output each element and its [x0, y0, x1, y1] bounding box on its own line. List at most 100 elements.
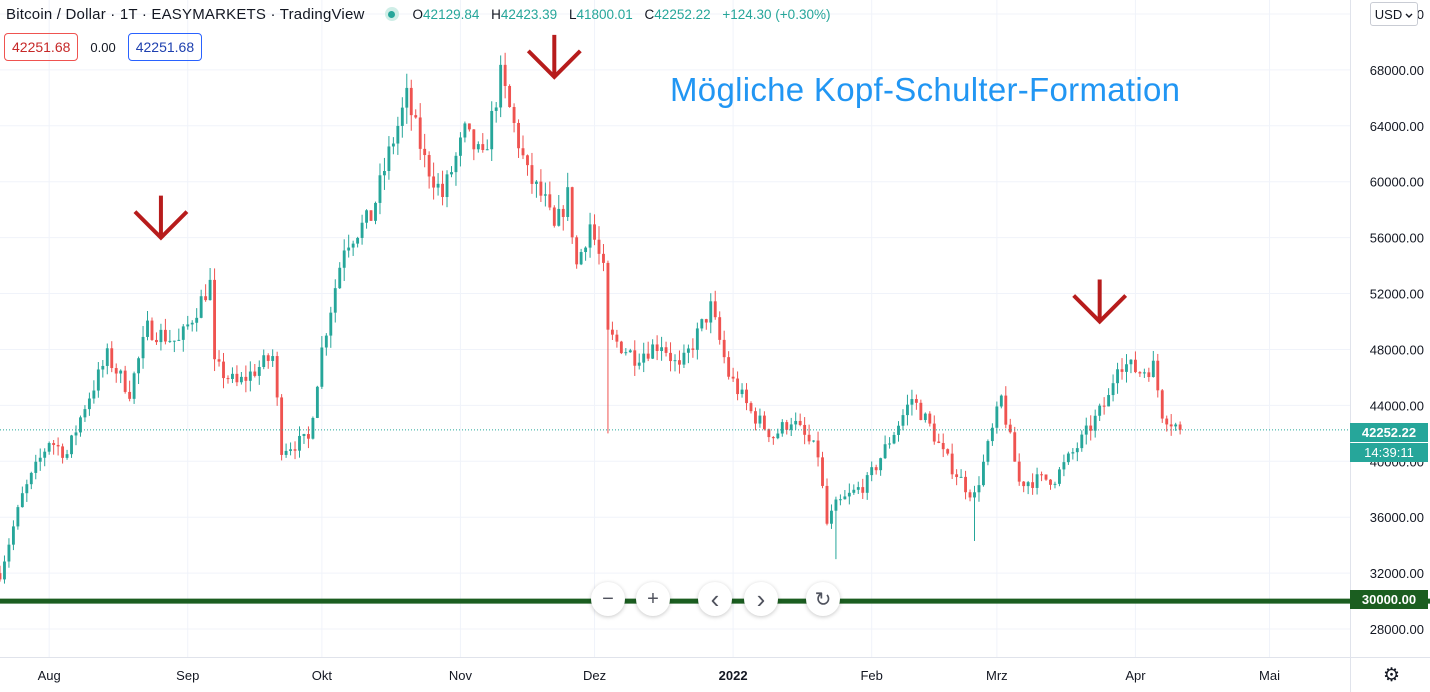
- candle-body: [378, 175, 382, 203]
- candle-body: [579, 252, 583, 265]
- candle-body: [892, 434, 896, 444]
- scroll-forward-button[interactable]: ›: [744, 582, 778, 616]
- candle-body: [1004, 395, 1008, 425]
- candle-body: [838, 499, 842, 501]
- candle-body: [709, 301, 713, 323]
- chevron-right-icon: ›: [756, 584, 766, 614]
- candle-body: [570, 187, 574, 238]
- candle-body: [347, 247, 351, 251]
- candle-body: [1147, 372, 1151, 378]
- candle-body: [655, 344, 659, 352]
- buy-button[interactable]: 42251.68: [127, 33, 203, 61]
- candle-body: [257, 366, 261, 376]
- candle-body: [414, 115, 418, 118]
- candle-body: [968, 492, 972, 498]
- y-tick-label: 48000.00: [1370, 342, 1424, 357]
- candle-body: [660, 347, 664, 352]
- candle-body: [539, 181, 543, 196]
- candle-body: [132, 373, 136, 399]
- candle-body: [843, 496, 847, 500]
- candle-body: [879, 458, 883, 471]
- candle-body: [445, 174, 449, 198]
- open-label: O: [412, 6, 424, 22]
- candle-body: [342, 250, 346, 268]
- candle-body: [208, 279, 212, 301]
- low-value: 41800.01: [576, 6, 633, 22]
- candle-body: [168, 340, 172, 342]
- x-tick-label: Aug: [38, 668, 61, 683]
- sell-button[interactable]: 42251.68: [4, 33, 79, 61]
- candle-body: [320, 347, 324, 387]
- candle-body: [87, 398, 91, 410]
- candle-body: [606, 262, 610, 330]
- currency-label: USD: [1374, 6, 1403, 22]
- candle-body: [830, 510, 833, 524]
- candle-body: [932, 423, 936, 442]
- candle-body: [1075, 448, 1079, 453]
- candle-body: [275, 356, 279, 398]
- candle-body: [83, 409, 87, 418]
- candle-body: [530, 165, 534, 184]
- candle-body: [1156, 360, 1160, 391]
- live-dot-icon: [384, 7, 399, 21]
- candle-body: [593, 224, 596, 240]
- candle-body: [239, 376, 243, 383]
- candle-body: [758, 415, 762, 424]
- candle-body: [1093, 415, 1097, 431]
- candle-body: [937, 441, 941, 443]
- x-tick-label: Mrz: [986, 668, 1008, 683]
- reset-chart-button[interactable]: ↻: [806, 582, 840, 616]
- x-tick-label: Nov: [449, 668, 473, 683]
- candle-body: [1062, 462, 1066, 470]
- candle-body: [463, 123, 467, 138]
- candle-body: [910, 399, 914, 405]
- candle-body: [137, 358, 141, 374]
- candle-body: [427, 155, 431, 177]
- zoom-out-button[interactable]: −: [591, 582, 625, 616]
- candle-body: [436, 183, 440, 188]
- candle-body: [1080, 434, 1084, 449]
- candle-body: [1017, 461, 1021, 482]
- candle-body: [704, 319, 708, 323]
- candle-body: [789, 424, 793, 430]
- candle-body: [521, 148, 525, 156]
- candle-body: [190, 322, 194, 325]
- change-value: +124.30 (+0.30%): [722, 6, 831, 22]
- candle-body: [754, 411, 757, 424]
- candle-body: [315, 386, 319, 418]
- candle-body: [324, 335, 328, 348]
- scroll-back-button[interactable]: ‹: [698, 582, 732, 616]
- candle-body: [995, 406, 999, 428]
- currency-select[interactable]: USD: [1370, 2, 1418, 26]
- candle-body: [195, 317, 199, 323]
- gear-icon[interactable]: ⚙: [1383, 665, 1401, 686]
- candle-body: [780, 422, 784, 434]
- candle-body: [307, 434, 310, 439]
- pattern-annotation: Mögliche Kopf-Schulter-Formation: [670, 71, 1181, 108]
- zoom-in-button[interactable]: +: [636, 582, 670, 616]
- candle-body: [114, 368, 118, 374]
- candle-body: [610, 329, 614, 335]
- arrow-down-icon: [1072, 279, 1128, 325]
- candle-body: [476, 144, 480, 150]
- candle-body: [20, 493, 24, 508]
- candle-body: [624, 352, 628, 354]
- candle-body: [955, 474, 959, 478]
- candle-body: [222, 361, 225, 379]
- candle-body: [1116, 369, 1119, 384]
- candle-body: [897, 425, 900, 435]
- candle-body: [1120, 369, 1124, 372]
- x-tick-label: Sep: [176, 668, 199, 683]
- chevron-down-icon: [1405, 7, 1413, 22]
- candle-body: [400, 107, 404, 126]
- candle-body: [1053, 483, 1057, 485]
- candle-body: [119, 370, 123, 374]
- candle-body: [749, 403, 753, 412]
- candle-body: [543, 194, 547, 196]
- low-label: L: [568, 6, 577, 22]
- high-value: 42423.39: [500, 6, 558, 22]
- candle-body: [619, 341, 623, 354]
- candle-body: [615, 334, 619, 342]
- candle-body: [181, 326, 185, 340]
- candle-body: [235, 373, 239, 383]
